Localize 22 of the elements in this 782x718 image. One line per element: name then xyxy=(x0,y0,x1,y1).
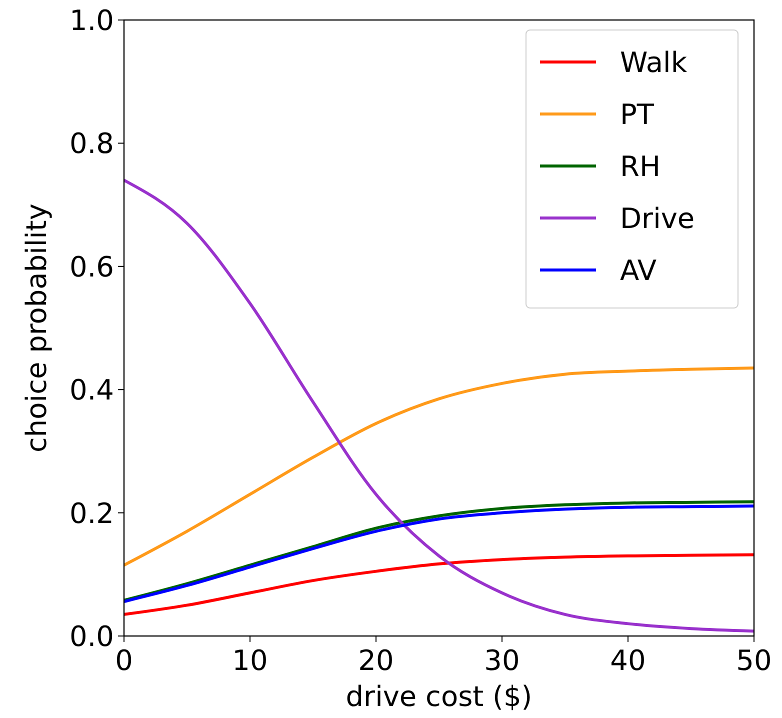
x-tick-label: 20 xyxy=(358,644,394,677)
line-series xyxy=(124,366,754,567)
y-tick-label: 0.6 xyxy=(69,250,114,284)
x-tick-label: 10 xyxy=(232,644,268,677)
y-tick-label: 0.2 xyxy=(69,496,114,530)
line-series xyxy=(124,553,754,616)
x-tick-label: 40 xyxy=(610,644,646,677)
legend-label: PT xyxy=(620,98,655,131)
legend-label: RH xyxy=(620,150,661,183)
x-tick-label: 50 xyxy=(736,644,772,677)
y-tick-label: 0.0 xyxy=(69,620,114,653)
y-tick-label: 1.0 xyxy=(69,4,114,37)
x-tick-label: 0 xyxy=(115,644,133,677)
y-axis-title: choice probability xyxy=(20,204,53,452)
x-axis-title: drive cost ($) xyxy=(346,680,532,713)
legend-label: Drive xyxy=(620,202,695,235)
x-tick-label: 30 xyxy=(484,644,520,677)
legend-label: Walk xyxy=(620,46,688,79)
line-series xyxy=(124,178,754,633)
legend-label: AV xyxy=(620,254,657,287)
y-tick-label: 0.4 xyxy=(69,374,114,407)
y-tick-label: 0.8 xyxy=(69,127,114,160)
